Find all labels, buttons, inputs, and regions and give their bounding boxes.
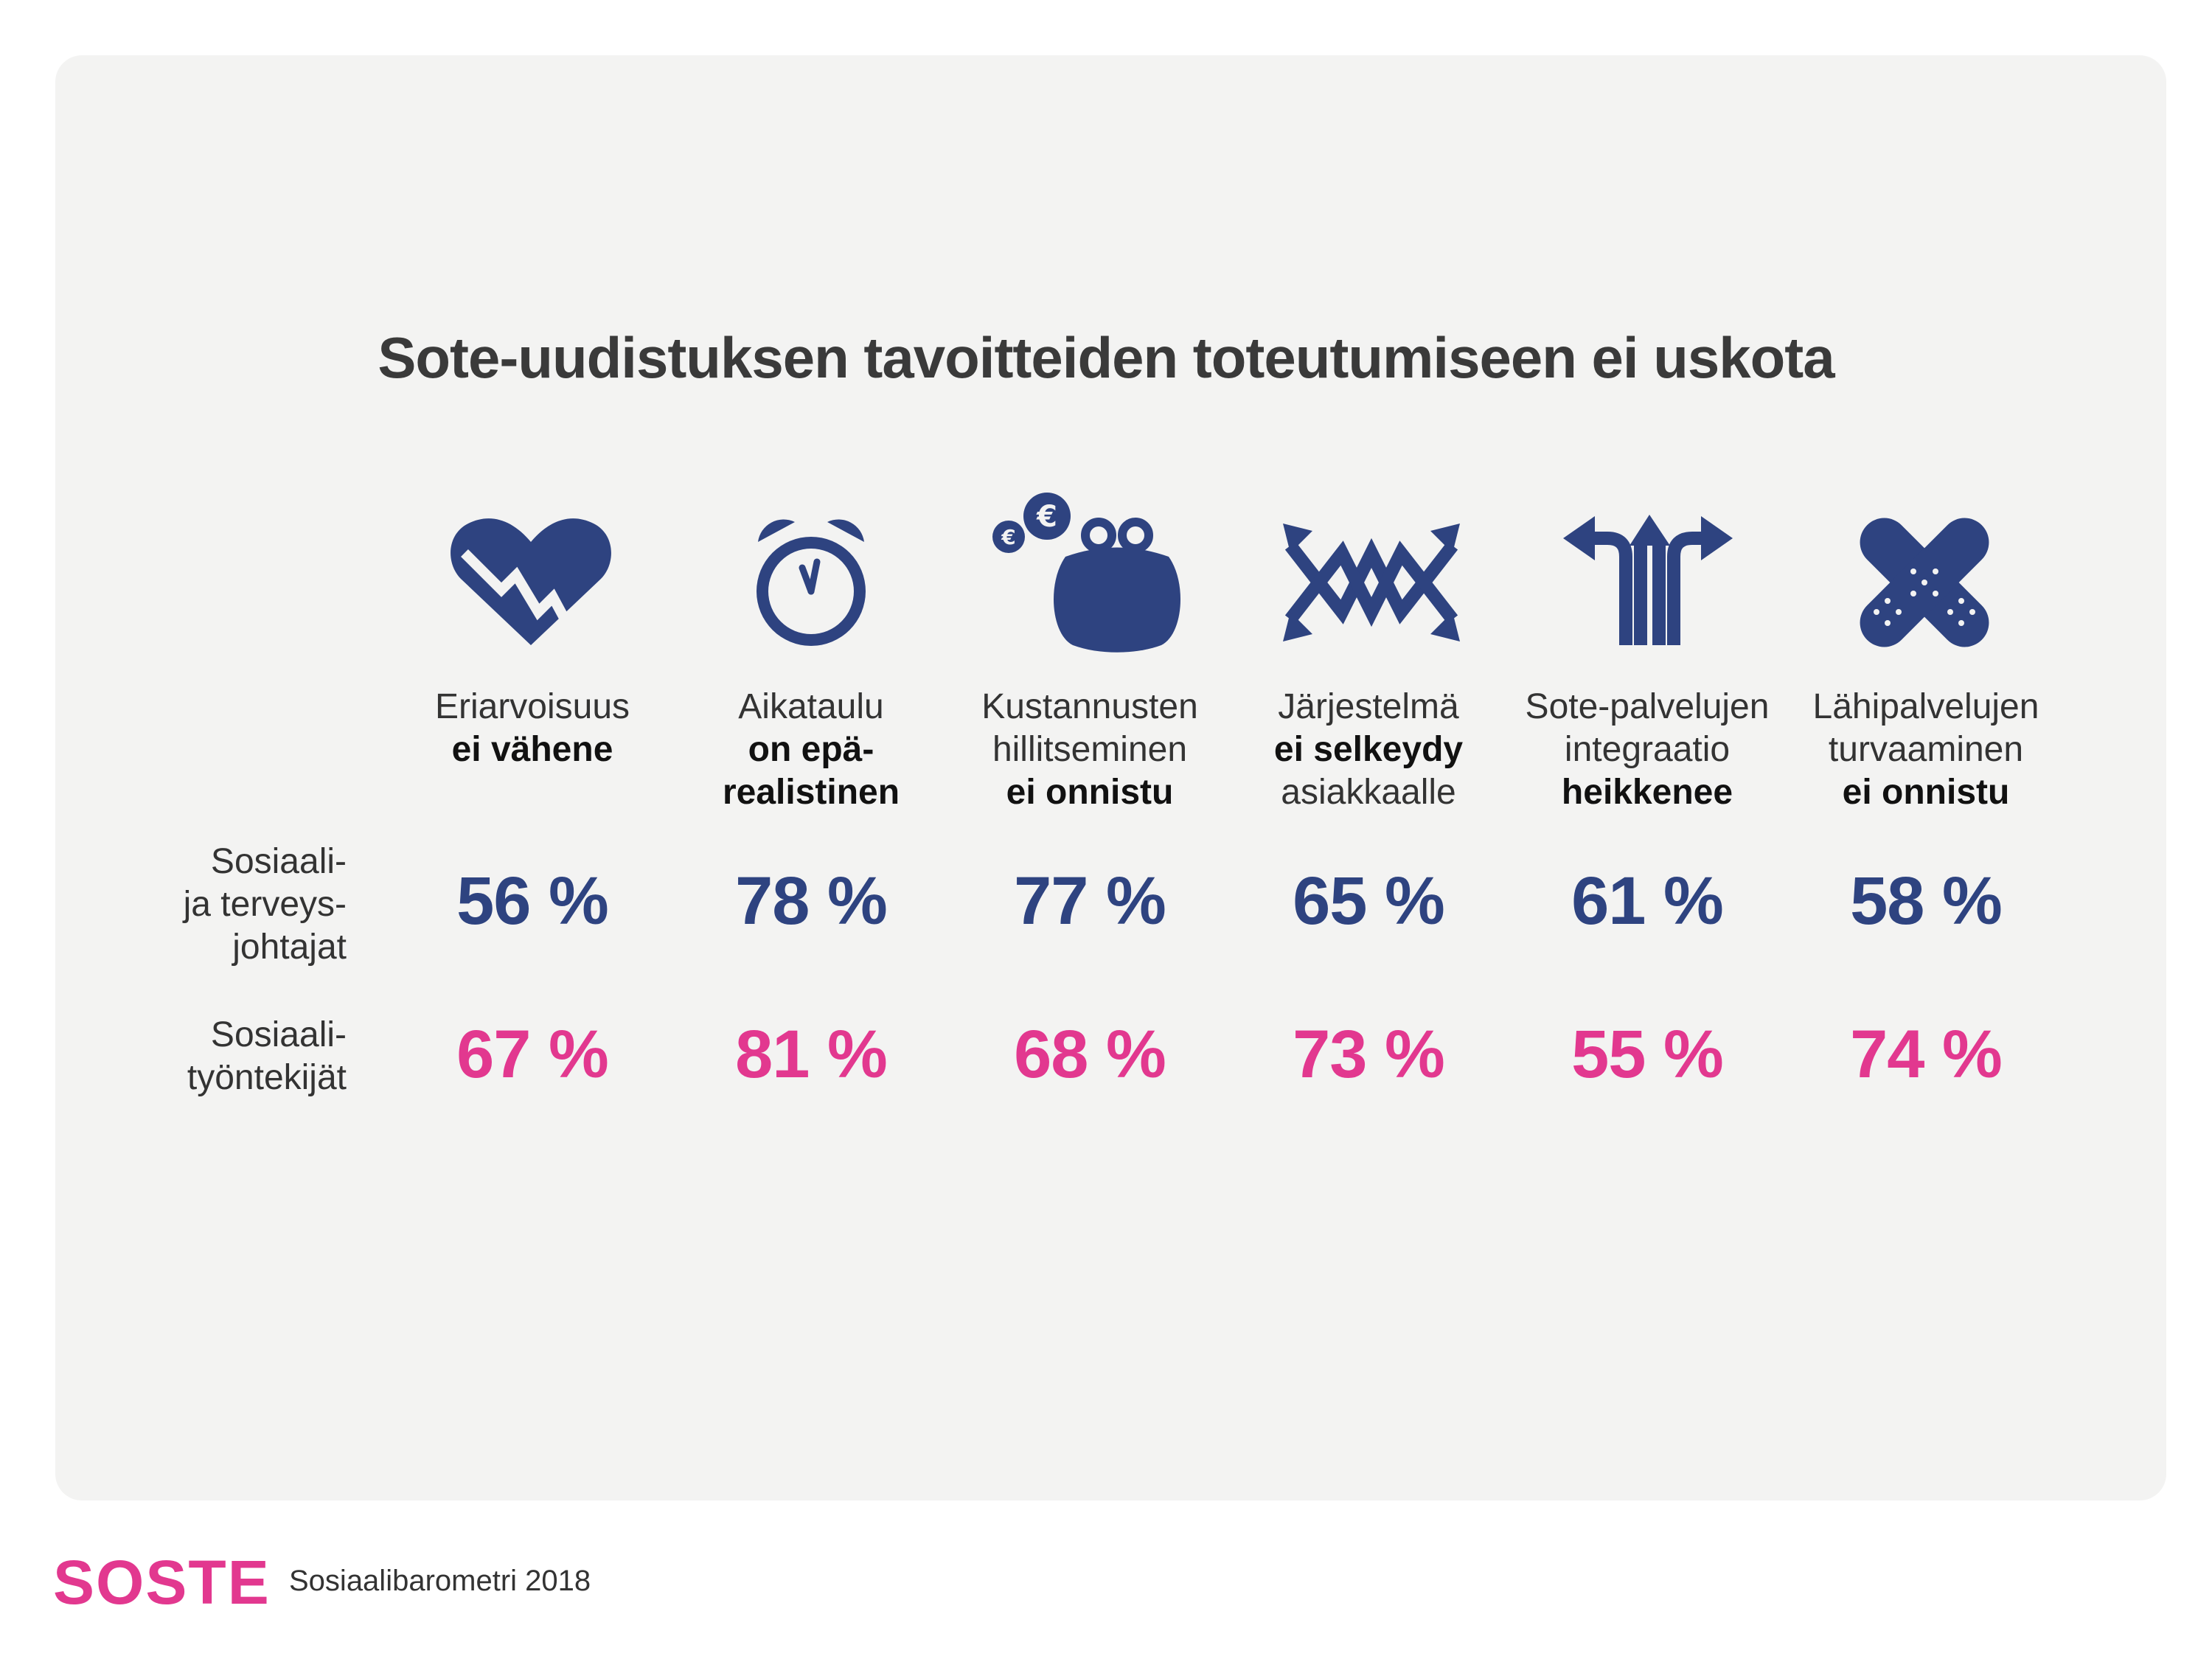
- value-leaders-integraatio: 61 %: [1571, 863, 1724, 939]
- category-label: Eriarvoisuus ei vähene: [434, 687, 630, 769]
- diverging-arrows-icon: [1559, 509, 1736, 656]
- value-leaders-lahipalvelut: 58 %: [1850, 863, 2003, 939]
- value-leaders-eriarvoisuus: 56 %: [456, 863, 609, 939]
- content-panel: [55, 55, 2166, 1500]
- chart-title: Sote-uudistuksen tavoitteiden toteutumis…: [378, 325, 1834, 390]
- category-label: Aikataulu on epä- realistinen: [722, 687, 900, 812]
- value-workers-jarjestelma: 73 %: [1293, 1017, 1445, 1092]
- series-label-workers: Sosiaali- työntekijät: [187, 1015, 347, 1097]
- coin-purse-icon: € €: [988, 487, 1194, 656]
- bandage-icon: [1836, 509, 2013, 656]
- category-label: Järjestelmä ei selkeydy asiakkaalle: [1273, 687, 1464, 812]
- value-workers-aikataulu: 81 %: [735, 1017, 888, 1092]
- value-leaders-aikataulu: 78 %: [735, 863, 888, 939]
- value-workers-lahipalvelut: 74 %: [1850, 1017, 2003, 1092]
- footer-source: Sosiaalibarometri 2018: [289, 1565, 591, 1597]
- series-label-leaders: Sosiaali- ja terveys- johtajat: [183, 842, 347, 967]
- value-workers-integraatio: 55 %: [1571, 1017, 1724, 1092]
- value-leaders-jarjestelma: 65 %: [1293, 863, 1445, 939]
- svg-text:€: €: [1001, 525, 1015, 549]
- svg-text:€: €: [1036, 500, 1057, 534]
- category-label: Lähipalvelujen turvaaminen ei onnistu: [1812, 687, 2039, 812]
- category-label: Kustannusten hillitseminen ei onnistu: [981, 687, 1198, 812]
- value-leaders-kustannukset: 77 %: [1014, 863, 1166, 939]
- value-workers-kustannukset: 68 %: [1014, 1017, 1166, 1092]
- category-label: Sote-palvelujen integraatio heikkenee: [1525, 687, 1770, 812]
- value-workers-eriarvoisuus: 67 %: [456, 1017, 609, 1092]
- crossing-arrows-icon: [1283, 509, 1460, 656]
- soste-logo: SOSTE: [53, 1548, 271, 1617]
- alarm-clock-icon: [723, 509, 900, 656]
- broken-heart-icon: [442, 509, 619, 656]
